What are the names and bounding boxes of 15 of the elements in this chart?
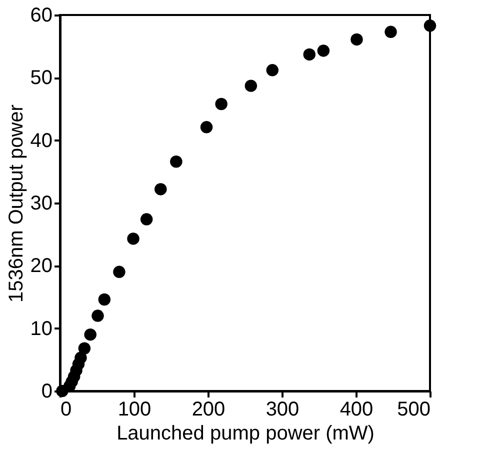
y-tick-label: 60 bbox=[30, 4, 52, 26]
x-tick-label: 500 bbox=[397, 398, 430, 420]
x-tick-label: 0 bbox=[60, 398, 72, 420]
y-tick-label: 40 bbox=[30, 130, 52, 152]
y-tick-label: 50 bbox=[30, 67, 52, 90]
y-tick-label: 30 bbox=[30, 192, 52, 214]
x-axis-title: Launched pump power (mW) bbox=[116, 422, 374, 444]
x-tick-label: 300 bbox=[266, 398, 300, 420]
x-tick-label: 200 bbox=[192, 398, 226, 420]
x-tick-label: 100 bbox=[118, 398, 152, 420]
y-axis-title: 1536nm Output power bbox=[5, 104, 28, 302]
x-tick-label: 400 bbox=[340, 398, 374, 420]
y-tick-label: 0 bbox=[41, 380, 52, 402]
y-tick-label: 10 bbox=[30, 318, 52, 340]
y-tick-label: 20 bbox=[30, 255, 52, 278]
